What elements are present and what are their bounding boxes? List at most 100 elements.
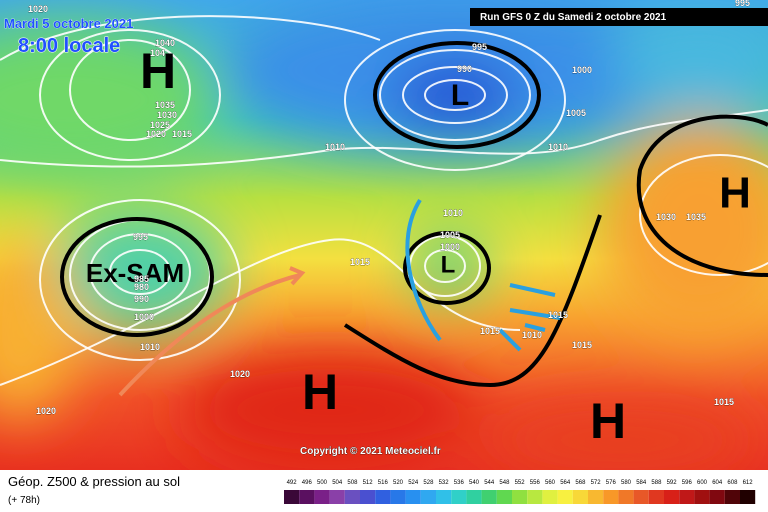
isobar-label: 995 <box>133 232 148 242</box>
isobar-label: 1035 <box>686 212 706 222</box>
color-scale: 492 496 500 504 508 512 516 520 524 528 532 536 540 5… <box>284 480 756 504</box>
scale-swatch <box>390 490 406 504</box>
scale-label: 516 <box>378 480 389 486</box>
scale-swatch <box>724 490 740 504</box>
scale-swatch <box>329 490 345 504</box>
scale-swatch <box>542 490 558 504</box>
system-label: H <box>590 393 626 449</box>
isobar-label: 1020 <box>36 406 56 416</box>
scale-label: 560 <box>545 480 556 486</box>
isobar-label: 1020 <box>28 4 48 14</box>
scale-label: 552 <box>515 480 526 486</box>
scale-swatch <box>314 490 330 504</box>
system-label: L <box>441 251 456 278</box>
isobar-label: 1020 <box>146 129 166 139</box>
scale-label: 592 <box>667 480 678 486</box>
isobar-label: 1015 <box>172 129 192 139</box>
scale-label: 540 <box>469 480 480 486</box>
scale-swatch <box>618 490 634 504</box>
flow-arrows <box>118 198 561 397</box>
system-label: L <box>451 79 469 112</box>
scale-label: 600 <box>697 480 708 486</box>
isobar-label: 1030 <box>656 212 676 222</box>
scale-label: 612 <box>743 480 754 486</box>
scale-label: 584 <box>636 480 647 486</box>
scale-swatch <box>740 490 756 504</box>
scale-label: 520 <box>393 480 404 486</box>
isobar-label: 1000 <box>134 312 154 322</box>
scale-swatch <box>664 490 680 504</box>
isobar-label: 1025 <box>150 120 170 130</box>
scale-label: 536 <box>454 480 465 486</box>
scale-label: 508 <box>347 480 358 486</box>
scale-label: 524 <box>408 480 419 486</box>
scale-swatch <box>679 490 695 504</box>
scale-label: 544 <box>484 480 495 486</box>
scale-swatch <box>527 490 543 504</box>
scale-label: 532 <box>439 480 450 486</box>
copyright: Copyright © 2021 Meteociel.fr <box>300 446 441 457</box>
fronts <box>60 41 768 388</box>
scale-swatch <box>375 490 391 504</box>
scale-swatch <box>420 490 436 504</box>
scale-label: 548 <box>499 480 510 486</box>
isobar-label: 1030 <box>157 110 177 120</box>
scale-label: 500 <box>317 480 328 486</box>
scale-label: 496 <box>302 480 313 486</box>
scale-swatch <box>496 490 512 504</box>
isobar-label: 990 <box>134 294 149 304</box>
scale-swatch <box>481 490 497 504</box>
scale-swatch <box>344 490 360 504</box>
scale-swatch <box>648 490 664 504</box>
isobar-label: 1015 <box>350 257 370 267</box>
scale-swatch <box>512 490 528 504</box>
isobar-label: 995 <box>472 42 487 52</box>
valid-time: 8:00 locale <box>18 35 120 57</box>
isobar-label: 1015 <box>572 340 592 350</box>
isobar-label: 1010 <box>443 208 463 218</box>
isobar-label: 1010 <box>325 142 345 152</box>
scale-label: 504 <box>332 480 343 486</box>
isobars <box>0 15 768 386</box>
scale-label: 580 <box>621 480 632 486</box>
run-info: Run GFS 0 Z du Samedi 2 octobre 2021 <box>480 12 667 23</box>
isobar-label: 985 <box>134 274 149 284</box>
run-banner <box>470 8 768 26</box>
scale-swatch <box>557 490 573 504</box>
scale-label: 528 <box>423 480 434 486</box>
system-label: Ex-SAM <box>86 258 184 288</box>
scale-swatch <box>572 490 588 504</box>
scale-swatch <box>299 490 315 504</box>
scale-swatch <box>694 490 710 504</box>
scale-swatch <box>709 490 725 504</box>
footer-title: Géop. Z500 & pression au sol <box>8 474 180 489</box>
isobar-label: 104 <box>150 48 165 58</box>
isobar-label: 990 <box>457 64 472 74</box>
isobar-label: 1020 <box>230 369 250 379</box>
scale-label: 564 <box>560 480 571 486</box>
isobar-label: 1040 <box>155 38 175 48</box>
scale-label: 608 <box>727 480 738 486</box>
scale-swatch <box>633 490 649 504</box>
scale-label: 568 <box>575 480 586 486</box>
isobar-label: 995 <box>735 0 750 8</box>
isobar-label: 980 <box>134 282 149 292</box>
scale-swatch <box>603 490 619 504</box>
isobar-label: 1015 <box>480 326 500 336</box>
scale-label: 588 <box>651 480 662 486</box>
scale-swatch <box>405 490 421 504</box>
isobar-label: 1010 <box>140 342 160 352</box>
system-label: H <box>302 364 338 420</box>
scale-swatch <box>284 490 300 504</box>
scale-label: 572 <box>591 480 602 486</box>
scale-swatch <box>360 490 376 504</box>
isobar-label: 1005 <box>440 230 460 240</box>
scale-swatch <box>436 490 452 504</box>
scale-label: 556 <box>530 480 541 486</box>
scale-label: 492 <box>287 480 298 486</box>
isobar-label: 1010 <box>522 330 542 340</box>
scale-label: 596 <box>682 480 693 486</box>
system-label: H <box>140 43 176 99</box>
